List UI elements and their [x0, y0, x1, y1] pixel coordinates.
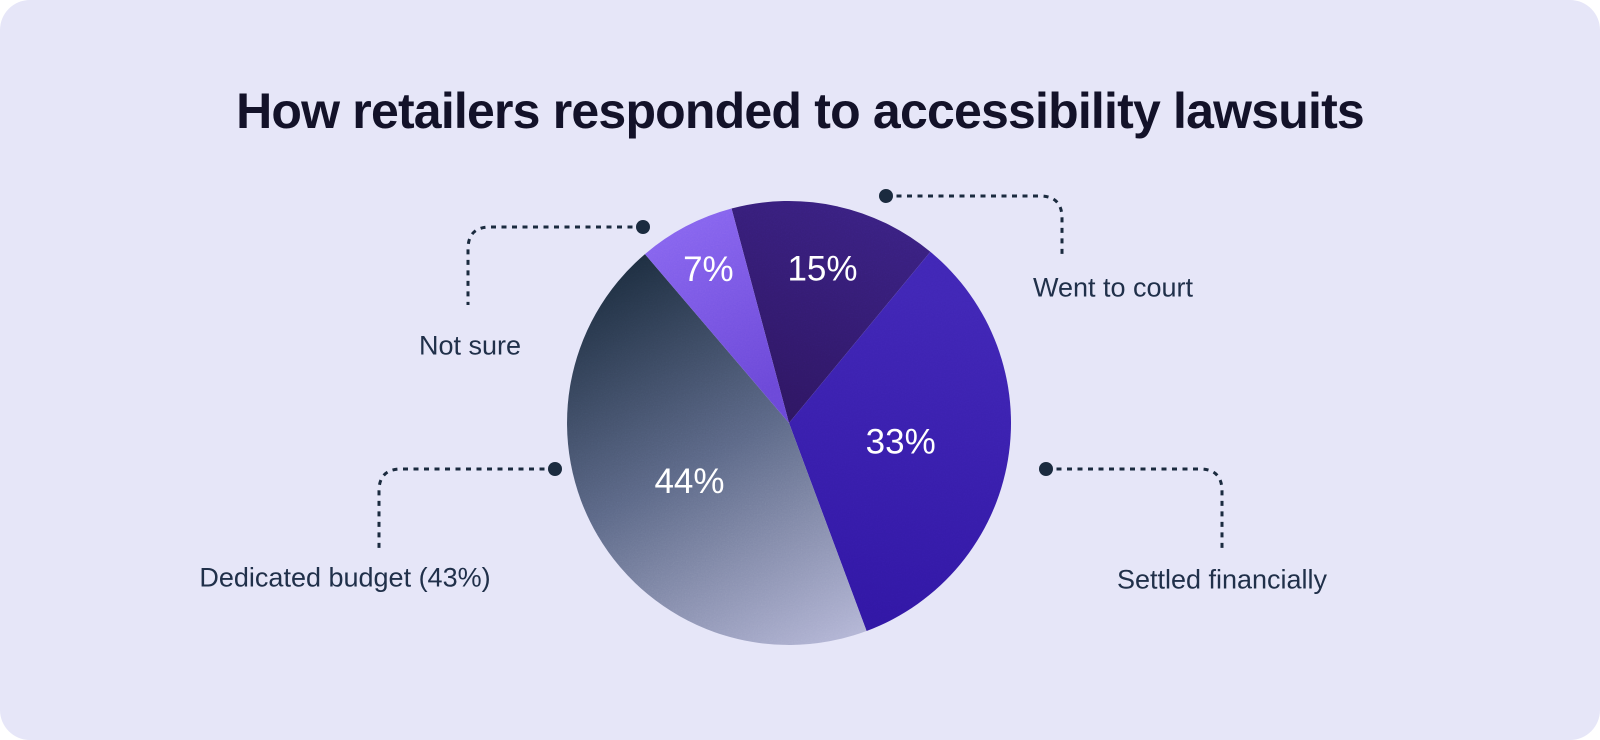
callout-lines-group — [377, 189, 1224, 548]
callout-label-settled-financially: Settled financially — [1116, 564, 1328, 595]
grain-texture-overlay — [567, 201, 1011, 645]
callout-line-went-to-court — [886, 194, 1064, 255]
slice-value-label-not-sure: 7% — [683, 250, 734, 289]
callout-dot-not-sure — [636, 220, 650, 234]
callout-line-settled-financially — [1046, 467, 1224, 548]
callout-line-not-sure — [466, 225, 643, 305]
callout-label-went-to-court: Went to court — [1032, 272, 1194, 303]
callout-dot-settled-financially — [1039, 462, 1053, 476]
callout-dot-went-to-court — [879, 189, 893, 203]
callout-line-dedicated-budget — [377, 467, 555, 548]
slice-value-labels-group: 15% 33% 44% 7% — [654, 250, 935, 502]
callout-label-not-sure: Not sure — [418, 330, 522, 361]
callout-dot-dedicated-budget — [548, 462, 562, 476]
slice-value-label-dedicated-budget-43: 44% — [654, 462, 724, 501]
callout-label-dedicated-budget: Dedicated budget (43%) — [199, 562, 491, 593]
slice-value-label-went-to-court: 15% — [787, 250, 857, 289]
chart-title: How retailers responded to accessibility… — [236, 82, 1365, 139]
slice-value-label-settled-financially: 33% — [866, 422, 936, 461]
